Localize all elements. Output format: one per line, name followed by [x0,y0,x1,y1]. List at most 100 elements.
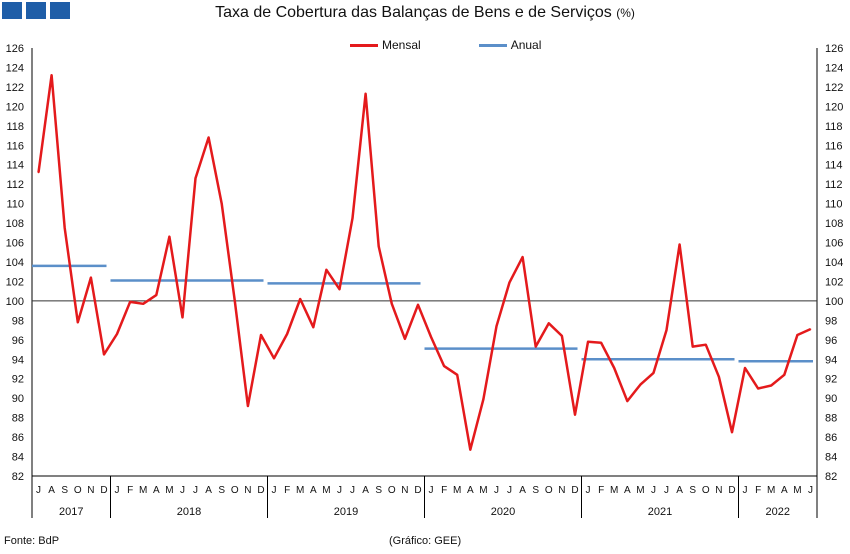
y-tick-label-right: 120 [825,101,843,113]
y-tick-label-right: 108 [825,218,843,230]
y-tick-label-right: 88 [825,413,837,425]
x-tick-label-month: M [139,485,147,496]
y-tick-label-left: 92 [12,374,24,386]
x-tick-label-month: M [793,485,801,496]
series-mensal-point [534,345,537,348]
y-tick-label-right: 84 [825,452,837,464]
x-tick-label-month: F [441,485,447,496]
x-tick-label-month: S [689,485,696,496]
chart-title: Taxa de Cobertura das Balanças de Bens e… [0,4,850,22]
y-tick-label-right: 126 [825,43,843,55]
x-tick-label-month: M [610,485,618,496]
x-tick-label-month: M [296,485,304,496]
x-tick-label-month: N [401,485,408,496]
x-tick-label-month: F [598,485,604,496]
legend-swatch-anual [478,43,507,47]
series-mensal-point [194,177,197,180]
series-mensal-point [338,288,341,291]
series-mensal-point [207,136,210,139]
series-mensal-point [404,338,406,340]
legend: Mensal Anual [350,38,541,52]
source-note: Fonte: BdP [4,535,60,547]
y-tick-label-right: 118 [825,121,843,133]
x-tick-label-month: J [743,485,748,496]
series-mensal-point [50,74,53,77]
y-tick-label-right: 86 [825,432,837,444]
y-tick-label-left: 116 [6,140,24,152]
x-tick-label-month: F [755,485,761,496]
y-tick-label-right: 122 [825,82,843,94]
series-mensal-point [783,374,786,376]
series-mensal-point [129,301,131,303]
series-mensal-point [521,256,524,258]
series-mensal-point [731,431,733,434]
x-tick-label-month: M [767,485,775,496]
series-mensal-point [665,329,668,331]
series-mensal-point [495,325,498,328]
series-mensal-point [691,345,694,348]
series-mensal-point [168,235,171,238]
x-tick-label-month: A [624,485,631,496]
y-tick-label-right: 106 [825,238,843,250]
x-tick-label-month: D [571,485,578,496]
x-tick-label-month: D [257,485,264,496]
series-mensal-point [260,334,262,336]
x-tick-label-month: J [180,485,185,496]
y-tick-label-left: 88 [12,413,24,425]
series-mensal-point [744,367,746,369]
y-tick-label-right: 100 [825,296,843,308]
x-tick-label-month: S [61,485,68,496]
x-tick-label-month: J [664,485,669,496]
series-mensal-point [770,384,773,387]
series-mensal-point [325,268,328,271]
y-tick-label-left: 86 [12,432,24,444]
x-tick-label-year: 2020 [491,506,515,518]
series-mensal-point [286,333,288,335]
x-tick-label-month: D [728,485,735,496]
x-tick-label-month: O [545,485,553,496]
x-tick-label-month: M [479,485,487,496]
series-mensal-point [247,405,249,407]
series-mensal-point [299,298,302,300]
legend-item-anual: Anual [478,38,541,52]
x-tick-label-month: A [781,485,788,496]
y-tick-label-left: 98 [12,315,24,327]
x-tick-label-month: A [153,485,160,496]
series-mensal-point [142,303,145,305]
series-mensal-point [639,383,642,386]
x-tick-label-year: 2018 [177,506,201,518]
series-mensal-point [116,333,118,335]
x-tick-label-month: A [205,485,212,496]
x-tick-label-month: A [676,485,683,496]
y-tick-label-right: 102 [825,276,843,288]
series-mensal-line [37,73,812,451]
x-tick-label-month: O [231,485,239,496]
y-tick-label-left: 114 [6,160,24,172]
series-mensal-point [233,300,236,302]
series-mensal-point [37,171,40,174]
x-tick-label-month: J [36,485,41,496]
x-tick-label-month: J [193,485,198,496]
x-tick-label-month: J [350,485,355,496]
series-mensal-point [704,343,707,346]
x-tick-label-month: M [636,485,644,496]
series-mensal-point [796,334,799,336]
series-mensal-point [63,227,66,229]
y-tick-label-left: 110 [6,199,24,211]
series-mensal-point [574,413,576,416]
series-mensal-point [351,217,354,220]
x-tick-label-month: S [375,485,382,496]
y-tick-label-right: 90 [825,393,837,405]
series-mensal-point [626,400,629,402]
chart-title-unit: (%) [616,6,635,20]
credit-note: (Gráfico: GEE) [389,535,462,547]
x-tick-label-month: J [115,485,120,496]
y-tick-label-right: 114 [825,160,843,172]
logo-block [50,2,70,19]
x-tick-label-year: 2019 [334,506,358,518]
series-mensal-point [469,448,472,451]
series-mensal-point [587,340,589,343]
x-tick-label-month: J [586,485,591,496]
series-mensal-point [273,357,275,360]
legend-label-mensal: Mensal [382,38,421,52]
